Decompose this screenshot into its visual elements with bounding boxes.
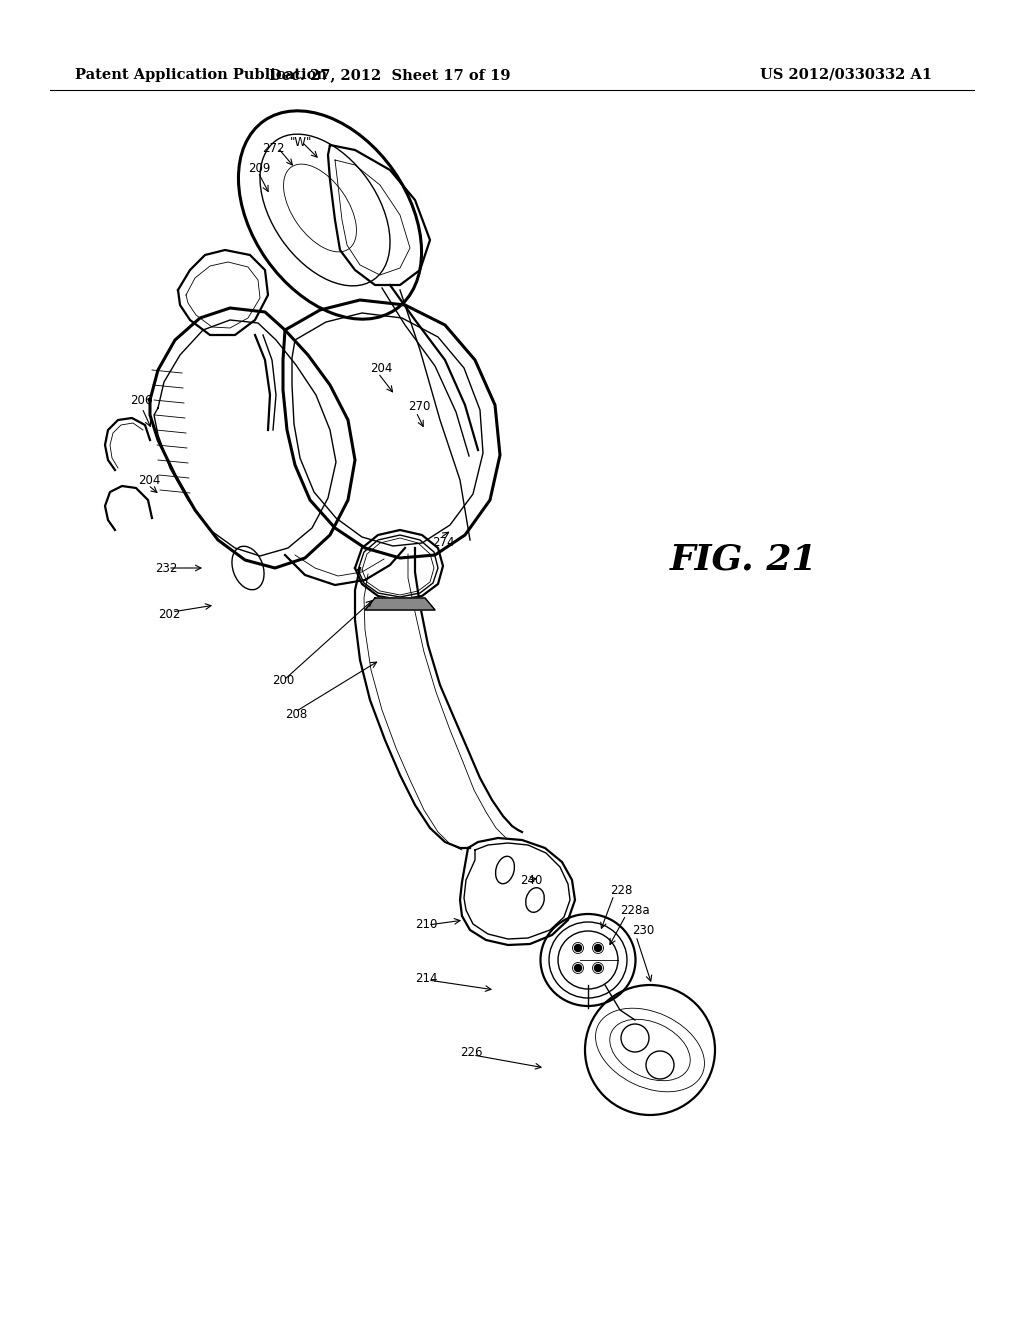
Text: 240: 240 [520, 874, 543, 887]
Circle shape [595, 945, 601, 952]
Text: 232: 232 [155, 561, 177, 574]
Text: 270: 270 [408, 400, 430, 412]
Text: 228a: 228a [620, 903, 649, 916]
Circle shape [574, 965, 582, 972]
Text: Patent Application Publication: Patent Application Publication [75, 69, 327, 82]
Text: 274: 274 [432, 536, 455, 549]
Text: 200: 200 [272, 673, 294, 686]
Text: "W": "W" [290, 136, 312, 149]
Text: 272: 272 [262, 141, 285, 154]
Text: 208: 208 [285, 709, 307, 722]
Text: 228: 228 [610, 883, 633, 896]
Text: 202: 202 [158, 609, 180, 622]
Text: 210: 210 [415, 919, 437, 932]
Circle shape [595, 965, 601, 972]
Text: 226: 226 [460, 1045, 482, 1059]
Circle shape [574, 945, 582, 952]
Text: 204: 204 [138, 474, 161, 487]
Text: FIG. 21: FIG. 21 [670, 543, 817, 577]
Text: 206: 206 [130, 393, 153, 407]
Text: US 2012/0330332 A1: US 2012/0330332 A1 [760, 69, 932, 82]
Text: Dec. 27, 2012  Sheet 17 of 19: Dec. 27, 2012 Sheet 17 of 19 [269, 69, 511, 82]
Text: 209: 209 [248, 161, 270, 174]
Text: 214: 214 [415, 972, 437, 985]
Polygon shape [365, 598, 435, 610]
Text: 230: 230 [632, 924, 654, 936]
Text: 204: 204 [370, 362, 392, 375]
